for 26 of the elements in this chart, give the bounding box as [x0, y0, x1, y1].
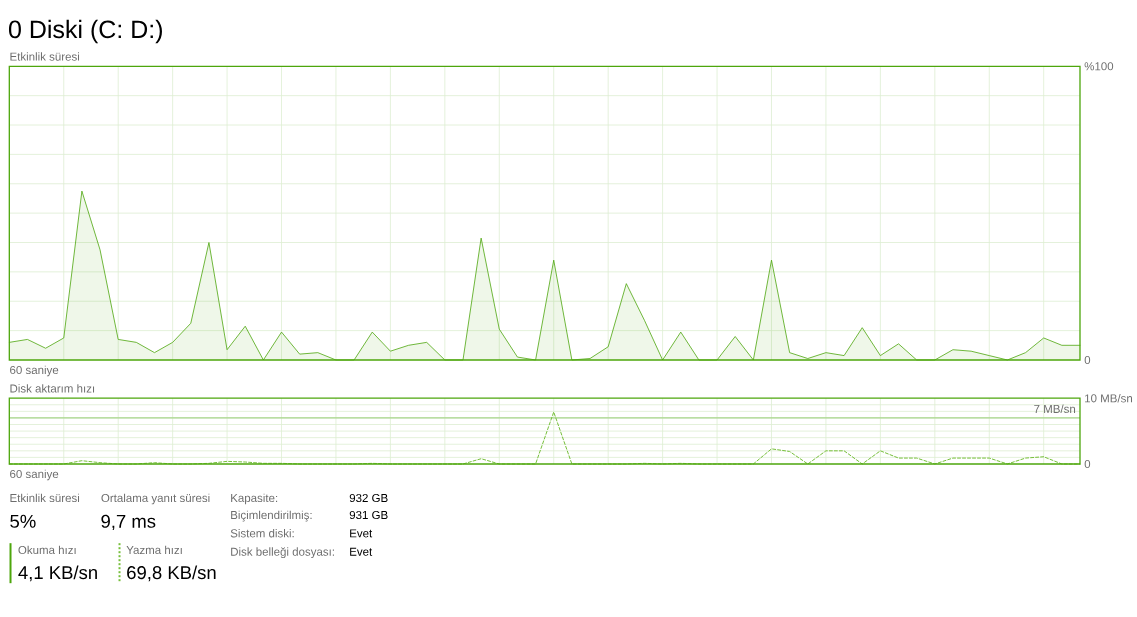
x-axis-title: 60 saniye	[10, 365, 59, 377]
text: 69,8 KB/sn	[127, 565, 216, 582]
text: Etkinlik süresi	[10, 493, 80, 503]
text: Biçimlendirilmiş:	[231, 510, 312, 522]
text: 932 GB	[349, 493, 388, 503]
y-axis-title: Disk aktarım hızı	[10, 384, 95, 393]
chart-title: 0 Diski (C: D:)	[8, 19, 162, 44]
ref-line-label: 7 MB/sn	[1034, 404, 1076, 414]
text: 9,7 ms	[101, 514, 156, 531]
y-tick-label: %100	[1084, 62, 1114, 71]
text: 931 GB	[349, 510, 388, 520]
text: Disk belleği dosyası:	[231, 547, 334, 559]
text: Kapasite:	[231, 493, 278, 505]
x-axis-title: 60 saniye	[10, 469, 59, 481]
y-axis-title: Etkinlik süresi	[10, 52, 79, 61]
y-tick-label: 0	[1084, 355, 1091, 365]
text: 5%	[10, 514, 36, 528]
text: Ortalama yanıt süresi	[101, 493, 210, 505]
text: 4,1 KB/sn	[18, 565, 97, 582]
text: Sistem diski:	[230, 528, 294, 538]
text: Evet	[350, 529, 373, 538]
y-tick-label: 0	[1084, 459, 1091, 469]
y-tick-label: 10 MB/sn	[1085, 393, 1133, 403]
text: Okuma hızı	[18, 545, 76, 555]
text: Yazma hızı	[126, 545, 182, 555]
text: Evet	[350, 547, 373, 556]
